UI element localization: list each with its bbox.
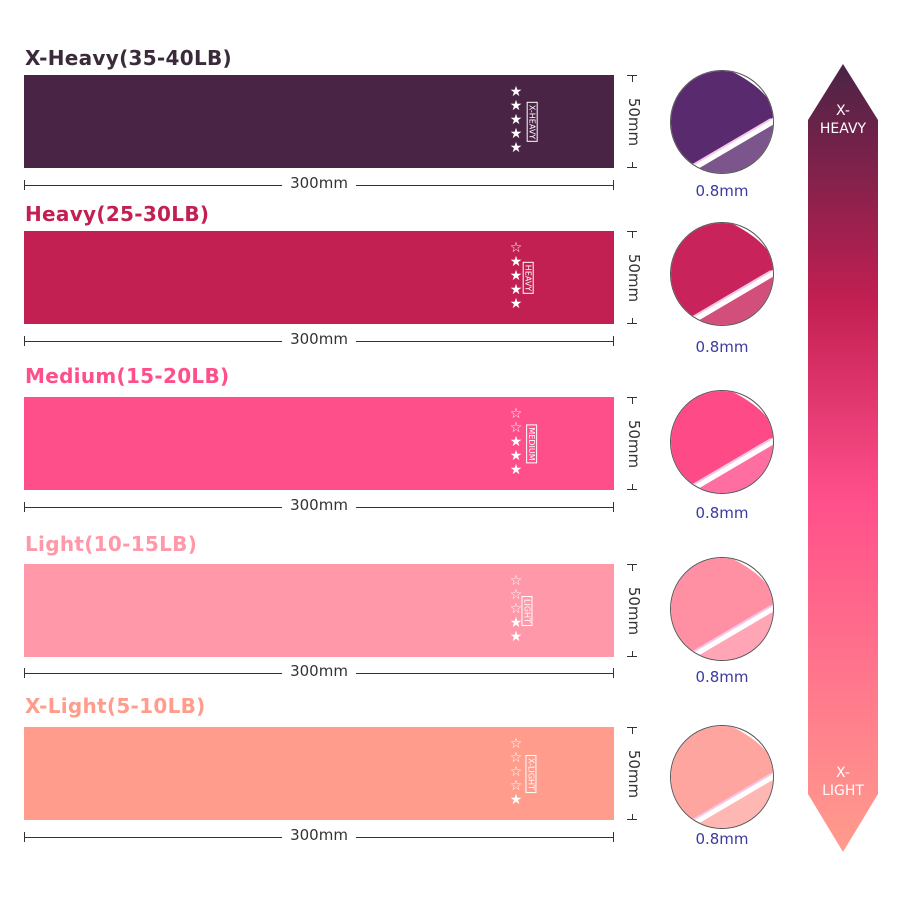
resistance-scale-arrow	[808, 64, 878, 852]
thickness-label: 0.8mm	[695, 182, 749, 200]
dimension-tick	[627, 564, 637, 565]
strength-tag: HEAVY	[522, 261, 534, 294]
thickness-detail-image	[670, 557, 774, 661]
scale-top-label: X- HEAVY	[819, 103, 867, 137]
length-dimension: 300mm	[24, 826, 614, 844]
thickness-detail-image	[670, 222, 774, 326]
dimension-tick	[24, 832, 25, 842]
dimension-tick	[613, 336, 614, 346]
star-filled-icon: ★	[509, 615, 523, 631]
dimension-tick	[627, 819, 637, 820]
length-dimension: 300mm	[24, 662, 614, 680]
dimension-tick	[24, 668, 25, 678]
star-filled-icon: ★	[509, 254, 523, 270]
star-empty-icon: ☆	[509, 406, 523, 422]
strength-stars: ☆ ☆ ☆ ☆ ★	[507, 737, 525, 807]
dimension-tick	[24, 502, 25, 512]
width-label: 50mm	[625, 238, 643, 318]
dimension-tick	[613, 832, 614, 842]
strength-stars: ☆ ★ ★ ★ ★	[507, 241, 525, 311]
strength-tag: LIGHT	[521, 595, 533, 626]
thickness-label: 0.8mm	[695, 830, 749, 848]
star-filled-icon: ★	[509, 268, 523, 284]
width-label: 50mm	[625, 571, 643, 651]
star-empty-icon: ☆	[509, 764, 523, 780]
scale-bottom-label: X- LIGHT	[822, 765, 864, 799]
length-label: 300mm	[282, 496, 356, 514]
star-filled-icon: ★	[509, 98, 523, 114]
thickness-detail-image	[670, 390, 774, 494]
width-dimension: 50mm	[624, 727, 643, 820]
star-empty-icon: ☆	[509, 778, 523, 794]
star-empty-icon: ☆	[509, 573, 523, 589]
dimension-tick	[627, 727, 637, 728]
dimension-tick	[627, 167, 637, 168]
dimension-tick	[613, 668, 614, 678]
width-label: 50mm	[625, 82, 643, 162]
band-title: X-Heavy(35-40LB)	[25, 46, 232, 70]
star-empty-icon: ☆	[509, 587, 523, 603]
strength-stars: ☆ ☆ ★ ★ ★	[507, 407, 525, 477]
star-filled-icon: ★	[509, 462, 523, 478]
dimension-tick	[627, 231, 637, 232]
star-filled-icon: ★	[509, 112, 523, 128]
band-title: Heavy(25-30LB)	[25, 202, 210, 226]
dimension-tick	[613, 502, 614, 512]
thickness-label: 0.8mm	[695, 338, 749, 356]
star-empty-icon: ☆	[509, 240, 523, 256]
band-swatch: ☆ ★ ★ ★ ★ HEAVY	[24, 231, 614, 324]
length-label: 300mm	[282, 330, 356, 348]
star-filled-icon: ★	[509, 296, 523, 312]
dimension-tick	[627, 323, 637, 324]
star-filled-icon: ★	[509, 792, 523, 808]
strength-stars: ★ ★ ★ ★ ★	[507, 85, 525, 155]
star-filled-icon: ★	[509, 140, 523, 156]
star-empty-icon: ☆	[509, 601, 523, 617]
star-empty-icon: ☆	[509, 420, 523, 436]
star-filled-icon: ★	[509, 84, 523, 100]
width-dimension: 50mm	[624, 75, 643, 168]
star-filled-icon: ★	[509, 448, 523, 464]
dimension-tick	[627, 75, 637, 76]
width-label: 50mm	[625, 404, 643, 484]
strength-tag: MEDIUM	[526, 423, 538, 464]
dimension-tick	[627, 656, 637, 657]
band-swatch: ★ ★ ★ ★ ★ X-HEAVY	[24, 75, 614, 168]
width-dimension: 50mm	[624, 231, 643, 324]
width-dimension: 50mm	[624, 397, 643, 490]
star-empty-icon: ☆	[509, 736, 523, 752]
strength-tag: X-HEAVY	[526, 101, 538, 142]
width-label: 50mm	[625, 734, 643, 814]
strength-stars: ☆ ☆ ☆ ★ ★	[507, 574, 525, 644]
length-label: 300mm	[282, 662, 356, 680]
thickness-label: 0.8mm	[695, 504, 749, 522]
length-dimension: 300mm	[24, 174, 614, 192]
band-swatch: ☆ ☆ ☆ ★ ★ LIGHT	[24, 564, 614, 657]
star-filled-icon: ★	[509, 629, 523, 645]
star-filled-icon: ★	[509, 126, 523, 142]
strength-tag: X-LIGHT	[525, 754, 537, 793]
dimension-tick	[24, 180, 25, 190]
width-dimension: 50mm	[624, 564, 643, 657]
star-filled-icon: ★	[509, 282, 523, 298]
dimension-tick	[24, 336, 25, 346]
band-title: Light(10-15LB)	[25, 532, 198, 556]
band-title: X-Light(5-10LB)	[25, 694, 206, 718]
dimension-tick	[613, 180, 614, 190]
length-dimension: 300mm	[24, 496, 614, 514]
thickness-label: 0.8mm	[695, 668, 749, 686]
star-filled-icon: ★	[509, 434, 523, 450]
star-empty-icon: ☆	[509, 750, 523, 766]
band-title: Medium(15-20LB)	[25, 364, 230, 388]
thickness-detail-image	[670, 70, 774, 174]
dimension-tick	[627, 489, 637, 490]
band-swatch: ☆ ☆ ★ ★ ★ MEDIUM	[24, 397, 614, 490]
length-label: 300mm	[282, 826, 356, 844]
dimension-tick	[627, 397, 637, 398]
thickness-detail-image	[670, 725, 774, 829]
band-swatch: ☆ ☆ ☆ ☆ ★ X-LIGHT	[24, 727, 614, 820]
length-dimension: 300mm	[24, 330, 614, 348]
length-label: 300mm	[282, 174, 356, 192]
